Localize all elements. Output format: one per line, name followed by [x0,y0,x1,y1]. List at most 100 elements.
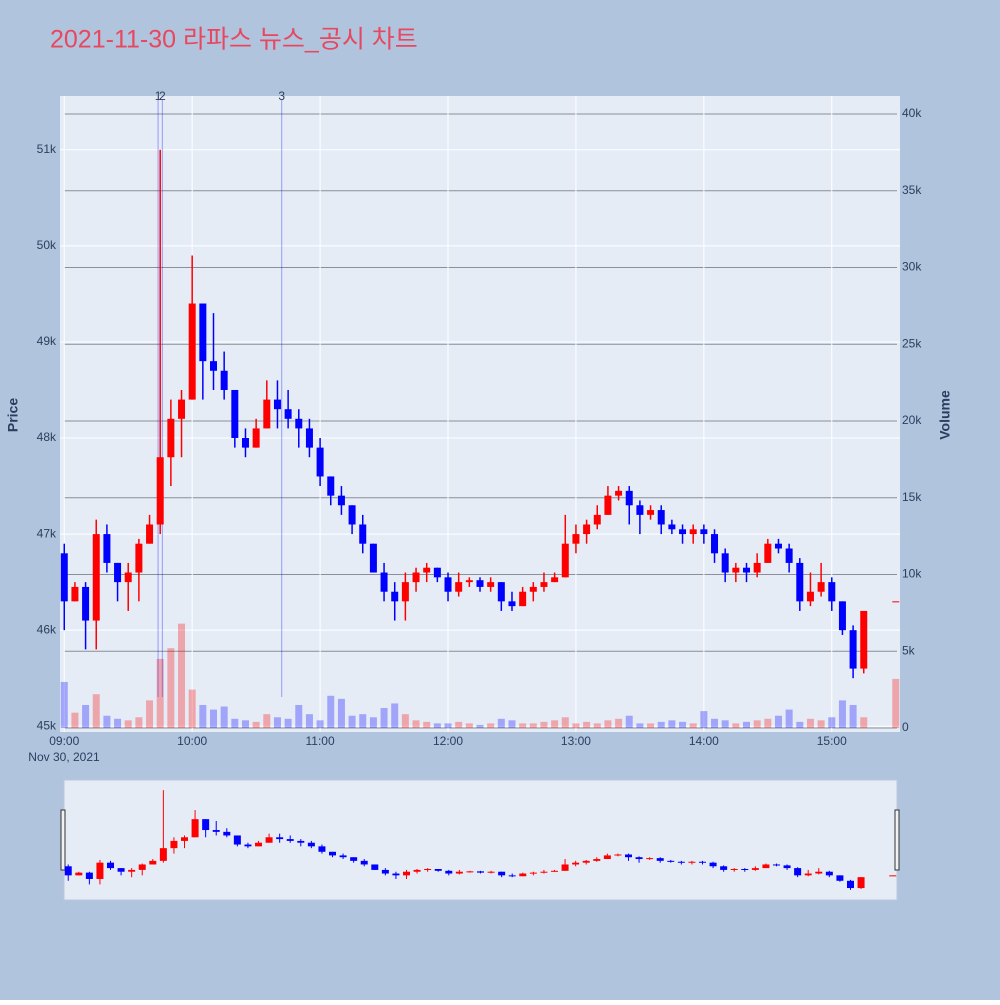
mini-candle-body [223,831,231,836]
y2-tick-label: 15k [902,490,922,504]
candle-body [860,610,868,669]
mini-candle-body [624,854,632,858]
volume-bar [849,704,857,729]
volume-bar [774,715,782,729]
volume-bar [657,721,665,729]
candle-body [572,534,580,544]
y-tick-label: 49k [37,334,57,348]
mini-candle-body [593,859,601,861]
mini-candle-body [307,842,315,847]
mini-candle-body [794,868,802,876]
plot-area [60,96,900,732]
candle-body [231,389,239,439]
candle-body [796,562,804,602]
candle-body [604,495,612,515]
y2-tick-label: 35k [902,183,922,197]
mini-candle-body [836,875,844,881]
volume-bar [519,723,527,729]
volume-bar [103,715,111,729]
mini-candle-body [381,869,389,874]
candle-body [327,476,335,496]
mini-candle-body [667,860,675,862]
mini-candle-body [582,860,590,863]
volume-bar [263,714,271,729]
volume-bar [551,720,559,729]
mini-candle-body [149,860,157,865]
volume-bar [60,681,68,729]
volume-bar [497,718,505,729]
mini-candle-body [783,865,791,869]
mini-candle-body [286,839,294,841]
candle-body [753,562,761,573]
mini-candle-body [487,871,495,873]
mini-candle-body [825,871,833,876]
candle-body [359,524,367,544]
slider-handle[interactable] [60,809,66,871]
mini-candle-body [350,857,358,861]
volume-bar [146,700,154,729]
mini-candle-body [550,870,558,872]
mini-candle-body [477,871,484,873]
x-tick-label: 12:00 [433,734,463,748]
candle-body [593,514,601,525]
volume-bar [583,721,591,729]
mini-candle-body [212,830,220,832]
mini-candle-body [128,869,136,872]
volume-bar [508,720,516,729]
mini-candle-body [434,869,442,871]
candle-body [668,524,676,530]
annotation-label: 2 [159,89,166,103]
candle-body [423,567,431,573]
candle-body [220,370,228,390]
mini-candle-body [709,862,717,867]
x-tick-label: 11:00 [306,734,335,748]
y2-tick-label: 5k [902,643,916,657]
volume-bar [412,720,420,729]
candle-body [369,543,377,573]
y2-tick-label: 40k [902,106,922,120]
mini-candle-body [730,869,738,871]
candle-body [785,548,793,563]
mini-candle-body [741,869,749,871]
mini-candle-body [762,864,770,869]
mini-candle-body [646,858,654,860]
mini-candle-body [318,846,326,852]
candle-body [657,510,665,525]
y-axis-title: Price [5,398,21,432]
annotation-label: 1 [155,89,162,103]
candle-body [210,361,218,371]
candle-body [103,534,111,563]
candle-body [167,418,175,458]
y2-tick-label: 10k [902,567,922,581]
candle-body [487,582,495,587]
candle-body [316,447,324,477]
mini-candle-body [603,855,611,860]
mini-candle-body [255,842,263,847]
mini-candle-body [107,862,115,869]
volume-bar [284,718,292,729]
mini-candle-body [529,872,537,874]
mini-candle-body [445,870,453,874]
mini-candle-body [392,873,400,876]
candle-body [849,630,857,669]
volume-bar [487,723,495,729]
candle-body [465,580,473,583]
x-date-label: Nov 30, 2021 [28,750,100,764]
volume-bar [167,648,175,729]
volume-bar [604,720,612,729]
volume-bar [561,717,569,729]
x-tick-label: 15:00 [817,734,847,748]
mini-candle-body [635,857,643,860]
candle-body [583,524,591,535]
volume-bar [828,717,836,729]
candle-body [508,601,516,607]
candle-body [647,510,655,515]
candle-body [305,428,313,448]
volume-bar [241,720,249,729]
mini-candle-body [360,860,368,865]
mini-candle-body [413,869,421,872]
slider-handle[interactable] [894,809,900,871]
candle-body [806,591,814,602]
candle-body [732,567,740,573]
mini-candle-body [159,848,167,861]
